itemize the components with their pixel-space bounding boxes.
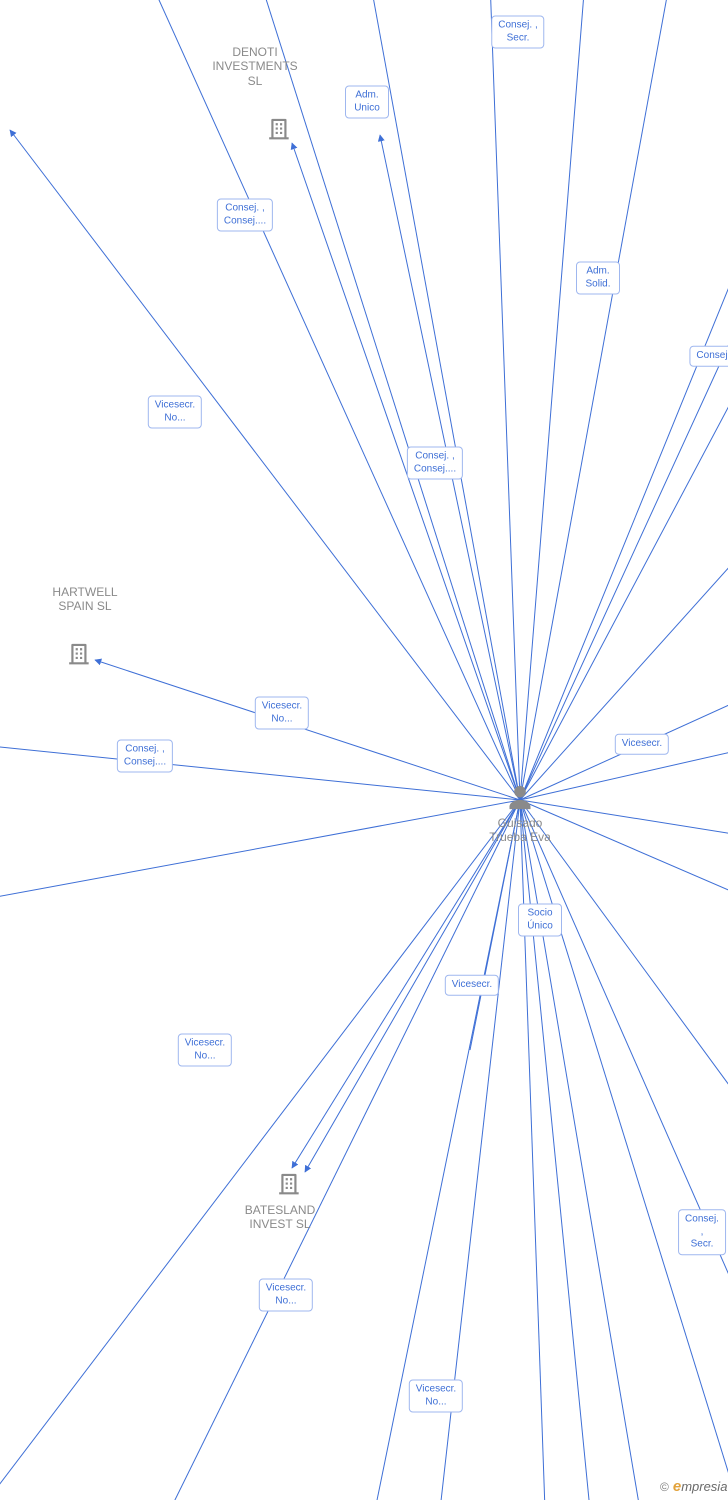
relationship-edge (520, 750, 728, 800)
edge-role-label: Vicesecr. No... (178, 1034, 232, 1067)
relationship-edge (95, 660, 520, 800)
edge-role-label: Consej. , Secr. (678, 1209, 726, 1255)
edge-role-label: Vicesecr. (445, 975, 499, 996)
edge-role-label: Vicesecr. No... (255, 697, 309, 730)
company-icon (277, 1170, 303, 1196)
company-name-label: DENOTI INVESTMENTS SL (212, 45, 297, 88)
relationship-edge (170, 800, 520, 1500)
edge-role-label: Vicesecr. No... (259, 1279, 313, 1312)
edge-role-label: Adm. Solid. (576, 262, 620, 295)
company-node[interactable] (267, 115, 293, 146)
edge-role-label: Consej. , Consej.... (217, 199, 273, 232)
relationship-edge (520, 260, 728, 800)
edge-role-label: Vicesecr. No... (148, 396, 202, 429)
attribution: © empresia (660, 1478, 727, 1495)
relationship-edge (0, 745, 520, 800)
edge-role-label: Consej (689, 346, 728, 367)
relationship-edge (520, 555, 728, 800)
company-icon (267, 115, 293, 141)
edge-role-label: Consej. , Consej.... (117, 740, 173, 773)
relationship-edge (150, 0, 520, 800)
company-node[interactable] (67, 640, 93, 671)
copyright-symbol: © (660, 1480, 669, 1494)
company-name-label: BATESLAND INVEST SL (245, 1203, 315, 1232)
logo-initial: e (673, 1478, 681, 1495)
relationship-edge (0, 800, 520, 900)
edge-role-label: Consej. , Secr. (491, 16, 544, 49)
edge-role-label: Vicesecr. (615, 734, 669, 755)
person-icon (506, 784, 534, 812)
edge-role-label: Adm. Unico (345, 86, 389, 119)
company-icon (67, 640, 93, 666)
edge-role-label: Vicesecr. No... (409, 1380, 463, 1413)
edge-role-label: Consej. , Consej.... (407, 447, 463, 480)
relationship-edge (520, 320, 728, 800)
company-node[interactable] (277, 1170, 303, 1201)
edge-role-label: Socio Único (518, 904, 562, 937)
person-name-label: Guisado Trueba Eva (489, 816, 551, 845)
relationship-edge (520, 800, 728, 895)
relationship-edge (520, 0, 670, 800)
relationship-edge (370, 0, 520, 800)
relationship-edge (260, 0, 520, 800)
company-name-label: HARTWELL SPAIN SL (52, 585, 117, 614)
person-node[interactable] (506, 784, 534, 817)
logo-rest: mpresia (681, 1479, 727, 1494)
